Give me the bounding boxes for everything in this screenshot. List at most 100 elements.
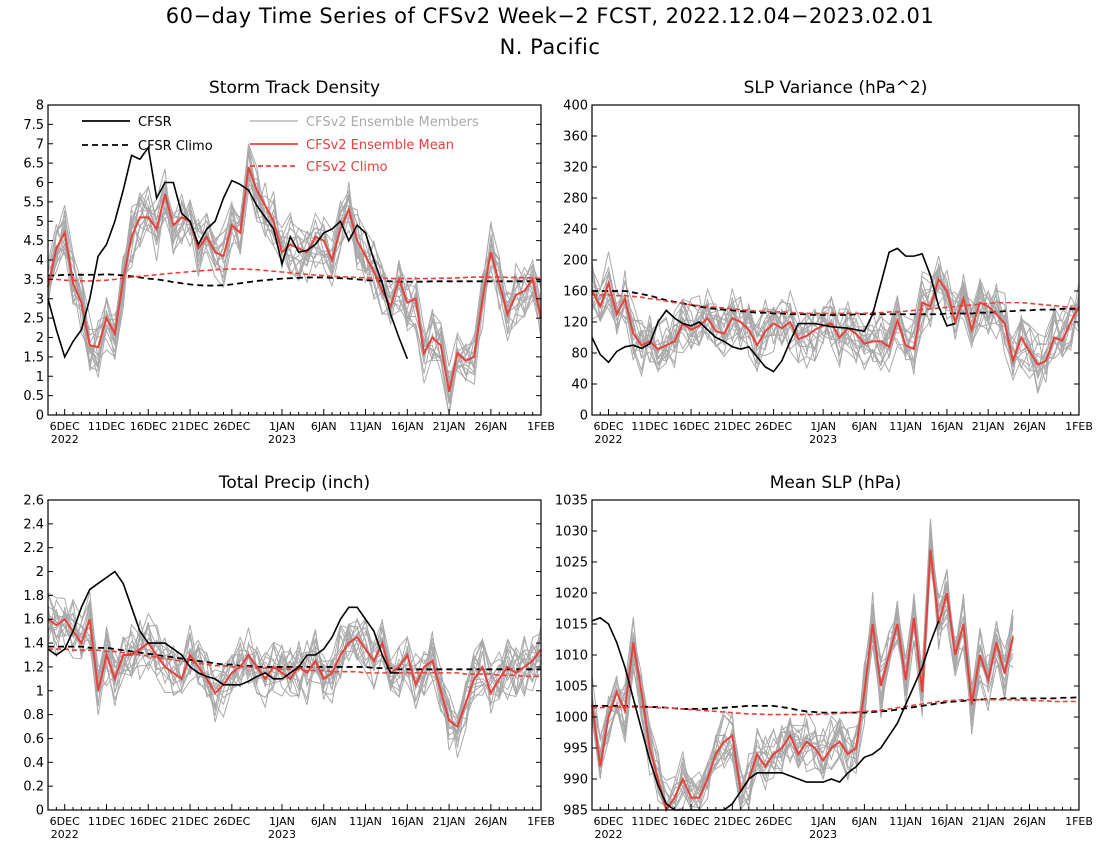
y-tick-label: 2.2 [23, 541, 44, 556]
y-tick-label: 1030 [555, 525, 588, 540]
x-tick-label: 11JAN [889, 420, 922, 433]
y-tick-label: 2 [36, 565, 44, 580]
plot-frame [47, 499, 542, 811]
x-tick-label: 26DEC [755, 815, 792, 828]
plot-frame [47, 104, 542, 416]
ensemble-member-line [591, 539, 1014, 811]
x-year-label: 2023 [268, 433, 296, 446]
x-tick-label: 16JAN [391, 420, 424, 433]
chart-panel-3: Mean SLP (hPa) 985 990 995 1000 1005 1010 1015 1… [555, 473, 1093, 841]
ensemble-member-line [47, 592, 542, 720]
y-tick-label: 0 [36, 409, 44, 424]
x-tick-label: 26DEC [755, 420, 792, 433]
x-tick-label: 16DEC [672, 420, 709, 433]
y-tick-label: 3.5 [23, 273, 44, 288]
ensemble-member-line [591, 272, 1080, 367]
y-tick-label: 4.5 [23, 234, 44, 249]
x-tick-label: 1JAN [269, 420, 295, 433]
ensemble-member-line [47, 181, 542, 401]
legend-label-cfsr-climo: CFSR Climo [138, 139, 213, 154]
x-tick-label: 16JAN [931, 420, 964, 433]
ensemble-member-line [591, 541, 1014, 809]
x-tick-label: 16JAN [931, 815, 964, 828]
chart-title: Mean SLP (hPa) [770, 473, 902, 493]
x-tick-label: 26JAN [474, 420, 507, 433]
x-tick-label: 6DEC [593, 815, 623, 828]
x-tick-label: 1JAN [810, 815, 836, 828]
x-tick-label: 26JAN [1013, 420, 1046, 433]
legend-label-cfsv2-climo: CFSv2 Climo [306, 160, 388, 175]
x-tick-label: 21DEC [171, 420, 208, 433]
x-tick-label: 21DEC [714, 420, 751, 433]
x-tick-label: 11DEC [631, 420, 668, 433]
cfsr-line [47, 570, 399, 686]
ensemble-members [47, 591, 542, 758]
y-tick-label: 0.5 [23, 389, 44, 404]
cfsv2-climo-line [48, 648, 541, 678]
x-year-label: 2023 [809, 433, 837, 446]
y-tick-label: 0.8 [23, 708, 44, 723]
y-tick-label: 160 [563, 285, 588, 300]
x-year-label: 2023 [268, 828, 296, 841]
x-tick-label: 16DEC [130, 420, 167, 433]
y-tick-label: 5 [36, 215, 44, 230]
x-tick-label: 1FEB [1065, 815, 1093, 828]
ensemble-member-line [591, 266, 1080, 376]
y-tick-label: 1 [36, 684, 44, 699]
y-tick-label: 200 [563, 254, 588, 269]
ensemble-member-line [47, 152, 542, 384]
y-tick-label: 40 [571, 378, 588, 393]
cfsr-climo-line [592, 696, 1080, 714]
ensemble-mean-line [591, 549, 1014, 813]
y-tick-label: 7.5 [23, 118, 44, 133]
y-tick-label: 1 [36, 370, 44, 385]
ensemble-member-line [47, 598, 542, 719]
x-tick-label: 16DEC [672, 815, 709, 828]
x-tick-label: 11JAN [349, 420, 382, 433]
figure-title: 60−day Time Series of CFSv2 Week−2 FCST,… [165, 4, 935, 28]
y-tick-label: 320 [563, 161, 588, 176]
x-tick-label: 26DEC [213, 420, 250, 433]
y-tick-label: 1.6 [23, 613, 44, 628]
y-tick-label: 985 [563, 804, 588, 819]
y-tick-label: 240 [563, 223, 588, 238]
x-tick-label: 21JAN [972, 420, 1005, 433]
chart-panel-1: SLP Variance (hPa^2) 0 40 80 120 160 200 240 280… [563, 78, 1093, 446]
y-tick-label: 400 [563, 99, 588, 114]
y-tick-label: 7 [36, 137, 44, 152]
chart-title: SLP Variance (hPa^2) [744, 78, 928, 98]
x-tick-label: 6DEC [593, 420, 623, 433]
legend-label-cfsr: CFSR [138, 115, 172, 130]
chart-legend: CFSR CFSR Climo CFSv2 Ensemble Members CFSv… [82, 115, 479, 175]
ensemble-mean-line [47, 166, 542, 392]
y-tick-label: 120 [563, 316, 588, 331]
y-tick-label: 1.4 [23, 637, 44, 652]
x-tick-label: 16JAN [391, 815, 424, 828]
x-tick-label: 6JAN [311, 815, 337, 828]
y-tick-label: 1.2 [23, 660, 44, 675]
y-tick-label: 1.5 [23, 350, 44, 365]
x-tick-label: 26DEC [213, 815, 250, 828]
cfsv2-climo-line [592, 294, 1080, 315]
x-tick-label: 26JAN [1013, 815, 1046, 828]
x-tick-label: 6JAN [851, 420, 877, 433]
legend-label-members: CFSv2 Ensemble Members [306, 115, 479, 130]
ensemble-member-line [591, 284, 1080, 378]
x-year-label: 2022 [595, 433, 623, 446]
figure-subtitle: N. Pacific [499, 35, 601, 59]
cfsr-line [591, 247, 956, 373]
x-year-label: 2022 [51, 828, 79, 841]
ensemble-member-line [47, 601, 542, 722]
x-tick-label: 11DEC [88, 815, 125, 828]
ensemble-member-line [591, 553, 1014, 802]
y-tick-label: 2.6 [23, 494, 44, 509]
x-tick-label: 21JAN [433, 815, 466, 828]
y-tick-label: 990 [563, 773, 588, 788]
x-tick-label: 11JAN [349, 815, 382, 828]
y-tick-label: 0.6 [23, 732, 44, 747]
x-tick-label: 1JAN [269, 815, 295, 828]
cfsr-climo-line [48, 645, 541, 671]
cfsr-line [47, 145, 409, 360]
x-year-label: 2022 [51, 433, 79, 446]
